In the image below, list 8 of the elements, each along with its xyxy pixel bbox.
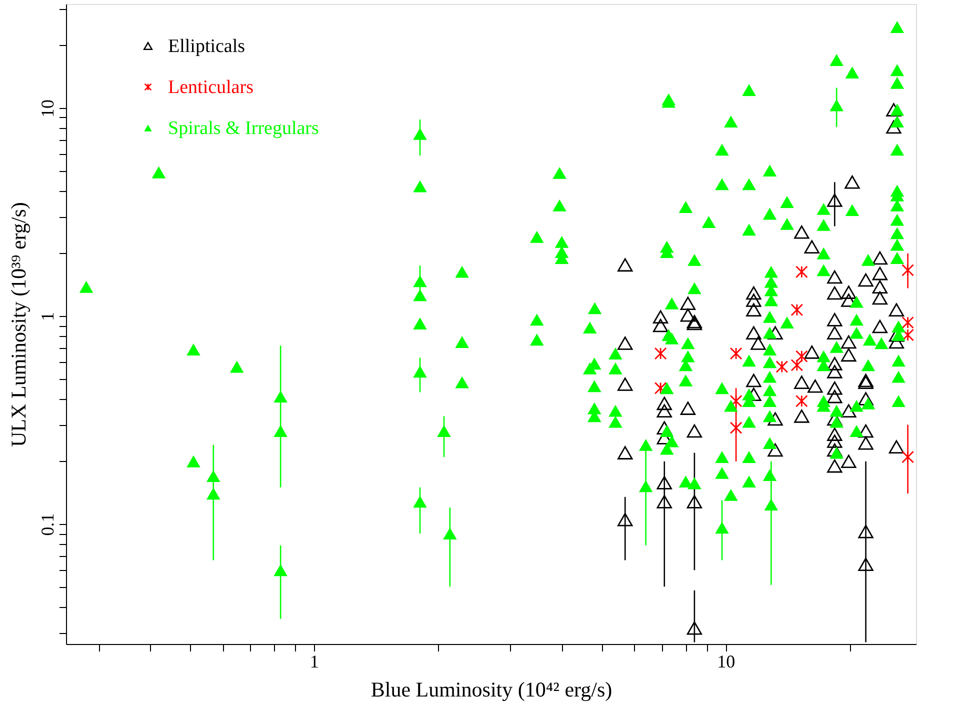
legend-label: Lenticulars <box>168 77 254 98</box>
y-axis-title: ULX Luminosity (10³⁹ erg/s) <box>6 202 30 447</box>
legend-label: Spirals & Irregulars <box>168 118 319 139</box>
y-tick-label: 1 <box>38 312 58 321</box>
y-tick-label: 10 <box>38 99 58 118</box>
legend-label: Ellipticals <box>168 36 246 57</box>
y-tick-label: 0.1 <box>38 513 58 536</box>
x-axis-title: Blue Luminosity (10⁴² erg/s) <box>370 678 612 702</box>
